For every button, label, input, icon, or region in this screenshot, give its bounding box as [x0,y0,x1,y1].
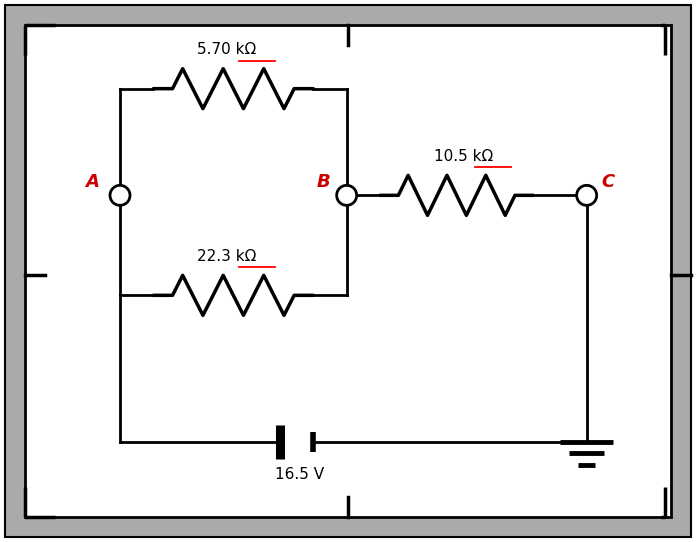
Text: A: A [85,173,99,191]
Text: B: B [317,173,330,191]
Text: 22.3 kΩ: 22.3 kΩ [197,249,256,263]
Circle shape [337,185,356,205]
Text: C: C [601,173,615,191]
Text: 10.5 kΩ: 10.5 kΩ [434,149,493,164]
Circle shape [110,185,130,205]
Text: 5.70 kΩ: 5.70 kΩ [197,42,256,57]
Text: 16.5 V: 16.5 V [276,467,324,482]
Circle shape [577,185,596,205]
